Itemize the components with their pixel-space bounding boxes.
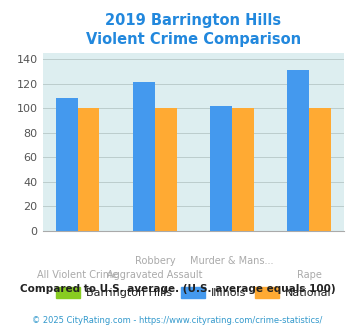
Legend: Barrington Hills, Illinois, National: Barrington Hills, Illinois, National: [51, 283, 336, 303]
Bar: [133, 82, 155, 231]
Text: Robbery: Robbery: [135, 256, 175, 266]
Bar: [288, 70, 309, 231]
Bar: [78, 108, 99, 231]
Bar: [56, 98, 78, 231]
Title: 2019 Barrington Hills
Violent Crime Comparison: 2019 Barrington Hills Violent Crime Comp…: [86, 13, 301, 48]
Text: All Violent Crime: All Violent Crime: [37, 270, 119, 280]
Text: Rape: Rape: [297, 270, 322, 280]
Bar: [309, 108, 331, 231]
Bar: [155, 108, 176, 231]
Text: Murder & Mans...: Murder & Mans...: [190, 256, 274, 266]
Text: Compared to U.S. average. (U.S. average equals 100): Compared to U.S. average. (U.S. average …: [20, 284, 335, 294]
Bar: [232, 108, 253, 231]
Text: © 2025 CityRating.com - https://www.cityrating.com/crime-statistics/: © 2025 CityRating.com - https://www.city…: [32, 316, 323, 325]
Bar: [211, 106, 232, 231]
Text: Aggravated Assault: Aggravated Assault: [107, 270, 203, 280]
